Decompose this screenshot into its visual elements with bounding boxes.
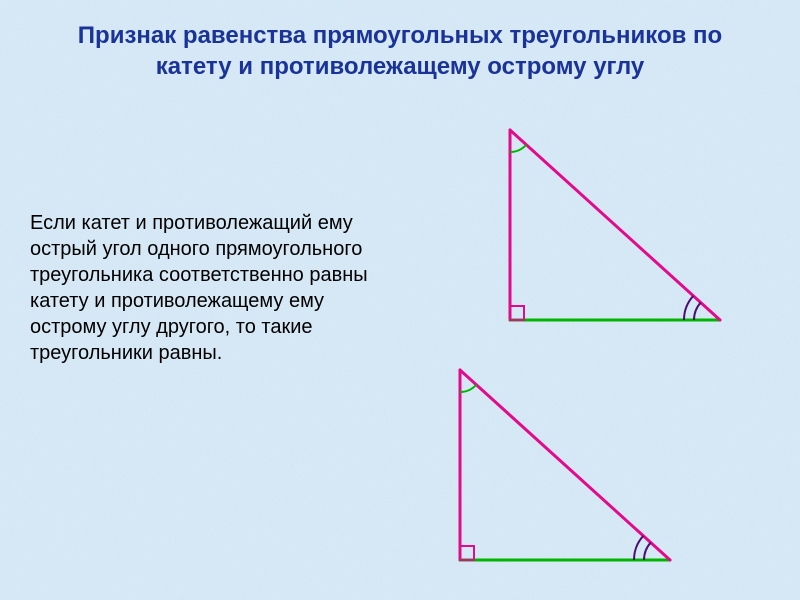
triangle-2 <box>420 360 680 575</box>
side-hypotenuse <box>460 370 670 560</box>
angle-arc-top <box>510 145 526 152</box>
angle-arc-bottom-1 <box>694 303 701 320</box>
side-hypotenuse <box>510 130 720 320</box>
right-angle-marker <box>460 546 474 560</box>
right-angle-marker <box>510 306 524 320</box>
theorem-text: Если катет и противолежащий ему острый у… <box>30 210 390 366</box>
angle-arc-bottom-1 <box>644 543 651 560</box>
triangle-1 <box>470 120 730 335</box>
slide: Признак равенства прямоугольных треуголь… <box>0 0 800 600</box>
angle-arc-top <box>460 385 476 392</box>
angle-arc-bottom-2 <box>684 296 693 320</box>
angle-arc-bottom-2 <box>634 536 643 560</box>
slide-title: Признак равенства прямоугольных треуголь… <box>50 20 750 82</box>
